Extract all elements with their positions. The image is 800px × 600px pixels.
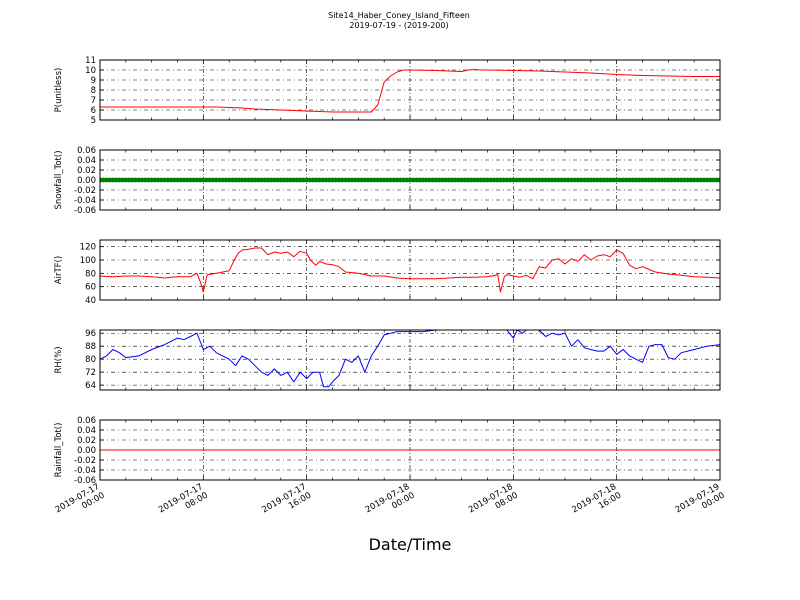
y-tick-label: 40	[85, 296, 96, 306]
y-tick-label: 0.04	[77, 156, 96, 166]
y-tick-label: 11	[85, 56, 96, 66]
y-tick-label: 0.06	[77, 416, 96, 426]
y-tick-label: -0.04	[74, 196, 96, 206]
y-axis-label: Snowfall_Tot()	[54, 150, 64, 209]
y-tick-label: 0.04	[77, 426, 96, 436]
y-tick-label: 5	[91, 116, 96, 126]
panel-frame	[99, 329, 721, 391]
y-tick-label: -0.02	[74, 186, 96, 196]
y-tick-label: -0.06	[74, 206, 96, 216]
y-tick-label: 100	[80, 256, 96, 266]
y-tick-label: 120	[80, 243, 96, 253]
series-airtf	[100, 247, 720, 293]
series-line	[100, 330, 720, 388]
y-tick-label: 8	[91, 86, 96, 96]
series-p-unitless	[100, 69, 720, 113]
panel-frame	[99, 149, 721, 211]
y-tick-label: 6	[91, 106, 96, 116]
y-tick-label: 72	[85, 368, 96, 378]
y-tick-label: 0.00	[77, 176, 96, 186]
y-axis-label: RH(%)	[54, 346, 64, 373]
series-snowfall-tot	[100, 177, 720, 183]
y-tick-label: 0.00	[77, 446, 96, 456]
series-line	[100, 69, 720, 113]
panel-frame	[99, 419, 721, 481]
panel-rh: 64 72 80 88 96 RH(%)	[54, 329, 721, 391]
y-tick-label: 10	[85, 66, 96, 76]
panel-snowfall-tot: -0.06-0.04-0.020.000.020.040.06 Snowfall_…	[54, 146, 721, 216]
y-tick-label: 0.06	[77, 146, 96, 156]
y-tick-label: 60	[85, 283, 96, 293]
x-axis-label: Date/Time	[369, 535, 452, 554]
y-tick-label: 88	[85, 342, 96, 352]
chart-title: Site14_Haber_Coney_Island_Fifteen	[328, 11, 470, 20]
y-tick-label: 80	[85, 355, 96, 365]
series-line	[100, 247, 720, 293]
panel-frame	[99, 59, 721, 121]
panel-airtf: 40 60 80 100 120 AirTF()	[54, 239, 721, 306]
data-point-marker	[717, 177, 720, 183]
panel-rainfall-tot: -0.06-0.04-0.020.000.020.040.06 Rainfall_…	[54, 416, 721, 486]
y-axis-label: Rainfall_Tot()	[54, 423, 64, 478]
y-tick-label: 64	[85, 381, 96, 391]
y-tick-label: -0.02	[74, 456, 96, 466]
y-tick-label: 96	[85, 329, 96, 339]
y-tick-label: 80	[85, 269, 96, 279]
panel-frame	[99, 239, 721, 301]
chart-subtitle: 2019-07-19 - (2019-200)	[349, 21, 448, 30]
y-axis-label: P(unitless)	[54, 68, 64, 113]
y-tick-label: 0.02	[77, 436, 96, 446]
panels-layer: 567891011P(unitless)-0.06-0.04-0.020.000…	[54, 56, 721, 486]
y-tick-label: 7	[91, 96, 96, 106]
y-tick-label: -0.06	[74, 476, 96, 486]
y-axis-label: AirTF()	[54, 256, 64, 284]
y-tick-label: 0.02	[77, 166, 96, 176]
y-tick-label: -0.04	[74, 466, 96, 476]
series-rh	[100, 330, 720, 388]
y-tick-label: 9	[91, 76, 96, 86]
